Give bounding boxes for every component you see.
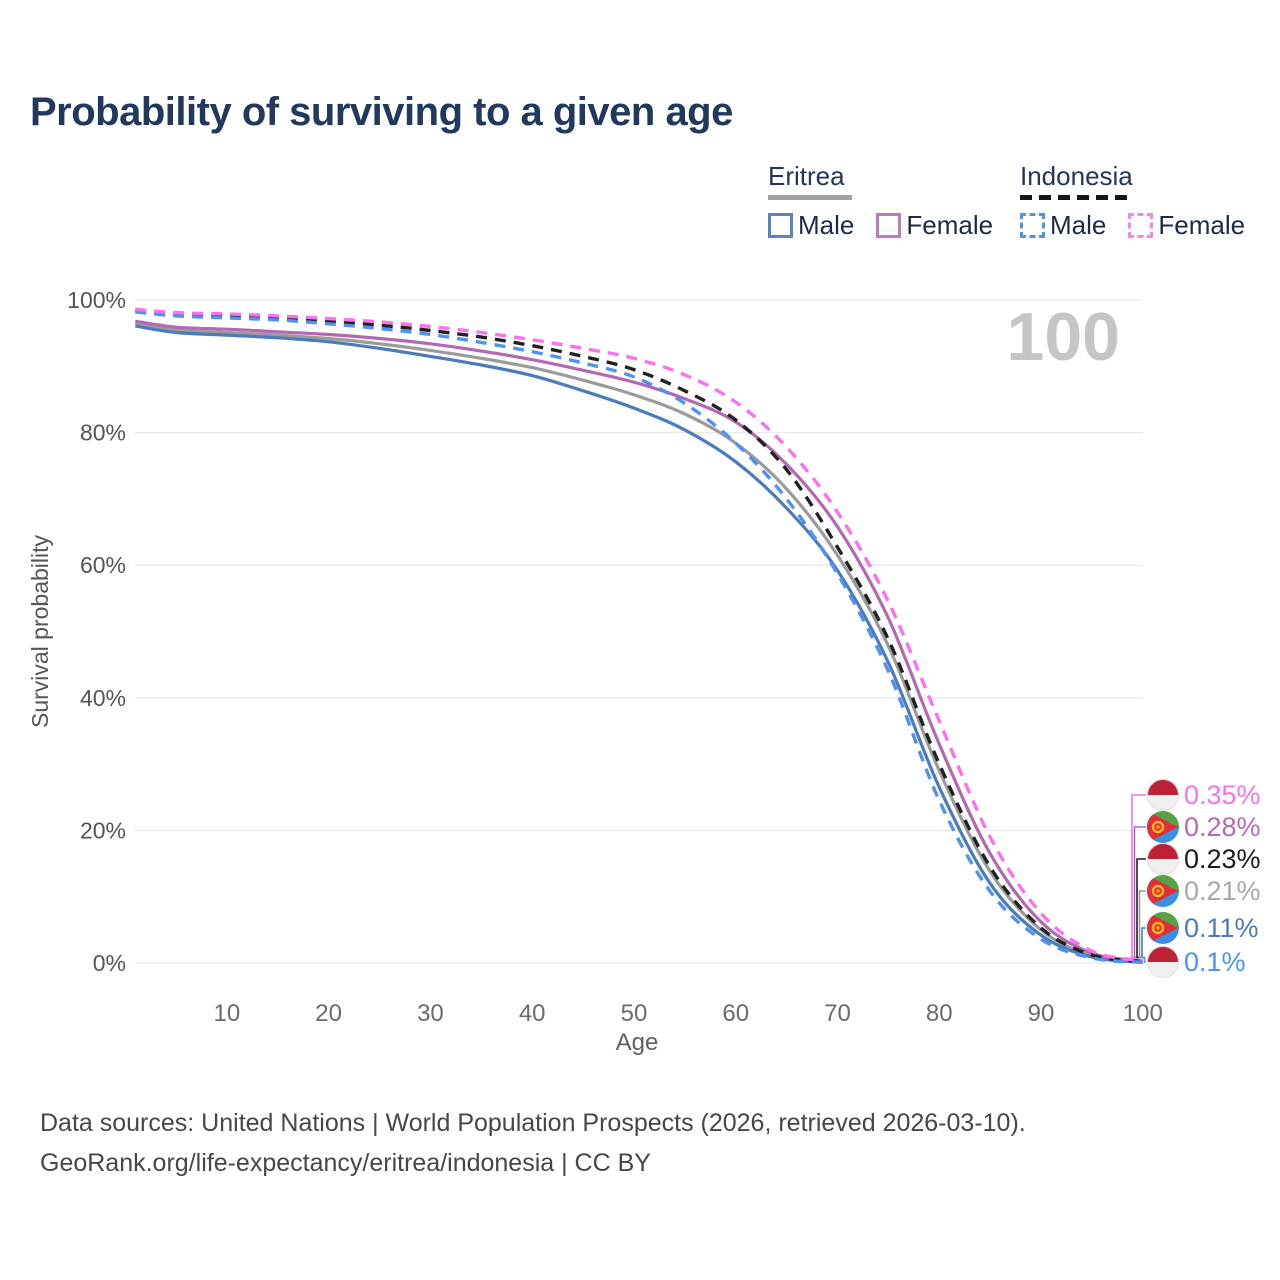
- series-line-eritrea-male[interactable]: [135, 324, 1143, 964]
- legend-swatch-indonesia-male[interactable]: [1020, 213, 1045, 238]
- x-tick-label: 30: [417, 1000, 444, 1027]
- x-tick-label: 20: [315, 1000, 342, 1027]
- y-tick-label: 40%: [80, 685, 126, 711]
- legend-swatch-eritrea-male[interactable]: [768, 213, 793, 238]
- y-tick-label: 80%: [80, 420, 126, 446]
- legend-group-eritrea: Eritrea Male Female: [768, 162, 993, 241]
- flag-icon-eritrea: [1147, 875, 1179, 907]
- flag-icon-indonesia: [1147, 946, 1179, 978]
- eritrea-solid-line-swatch: [768, 195, 852, 200]
- series-line-indonesia-male[interactable]: [135, 310, 1143, 964]
- legend-swatch-eritrea-female[interactable]: [876, 213, 902, 238]
- series-line-indonesia-female[interactable]: [135, 307, 1144, 963]
- x-tick-label: 50: [621, 1000, 648, 1027]
- series-line-eritrea-female[interactable]: [135, 319, 1144, 963]
- indonesia-dashed-line-swatch: [1020, 195, 1133, 200]
- legend-country-indonesia[interactable]: Indonesia: [1020, 161, 1133, 191]
- end-value-label-indonesia-female: 0.35%: [1184, 780, 1261, 810]
- data-source-line: Data sources: United Nations | World Pop…: [40, 1109, 1026, 1137]
- legend-label-indonesia-male[interactable]: Male: [1050, 210, 1107, 240]
- legend-swatch-indonesia-female[interactable]: [1128, 213, 1154, 238]
- x-tick-label: 90: [1028, 1000, 1055, 1027]
- page-title: Probability of surviving to a given age: [30, 90, 733, 134]
- x-tick-label: 60: [722, 1000, 749, 1027]
- series-line-indonesia[interactable]: [135, 308, 1144, 964]
- legend-label-eritrea-male[interactable]: Male: [798, 210, 855, 240]
- legend-label-eritrea-female[interactable]: Female: [906, 210, 994, 240]
- flag-icon-indonesia: [1147, 779, 1179, 811]
- legend-group-indonesia: Indonesia Male Female: [1020, 162, 1245, 241]
- label-connector: [1141, 927, 1146, 959]
- end-value-label-eritrea-male: 0.11%: [1184, 913, 1259, 943]
- flag-icon-eritrea: [1147, 912, 1179, 944]
- y-tick-label: 20%: [80, 817, 126, 843]
- label-connector: [1138, 890, 1146, 959]
- end-value-label-eritrea: 0.21%: [1184, 876, 1261, 906]
- x-tick-label: 80: [926, 1000, 953, 1027]
- series-line-eritrea[interactable]: [135, 322, 1143, 964]
- y-tick-label: 100%: [67, 287, 126, 313]
- x-tick-label: 40: [519, 1000, 546, 1027]
- flag-icon-indonesia: [1147, 843, 1179, 875]
- attribution-line: GeoRank.org/life-expectancy/eritrea/indo…: [40, 1149, 651, 1177]
- x-tick-label: 100: [1123, 1000, 1163, 1027]
- age-watermark: 100: [1007, 299, 1120, 375]
- x-axis-title: Age: [616, 1029, 659, 1056]
- end-value-label-eritrea-female: 0.28%: [1184, 812, 1261, 842]
- x-tick-label: 70: [824, 1000, 851, 1027]
- end-value-label-indonesia: 0.23%: [1184, 844, 1261, 874]
- y-axis-title: Survival probability: [27, 534, 53, 728]
- end-value-label-indonesia-male: 0.1%: [1184, 947, 1246, 977]
- legend-country-eritrea[interactable]: Eritrea: [768, 161, 845, 191]
- flag-icon-eritrea: [1147, 811, 1179, 843]
- legend-label-indonesia-female[interactable]: Female: [1158, 210, 1246, 240]
- x-tick-label: 10: [214, 1000, 241, 1027]
- y-tick-label: 60%: [80, 552, 126, 578]
- y-tick-label: 0%: [93, 950, 126, 976]
- label-connector: [1141, 956, 1146, 963]
- chart-footer: Data sources: United Nations | World Pop…: [40, 1103, 1026, 1183]
